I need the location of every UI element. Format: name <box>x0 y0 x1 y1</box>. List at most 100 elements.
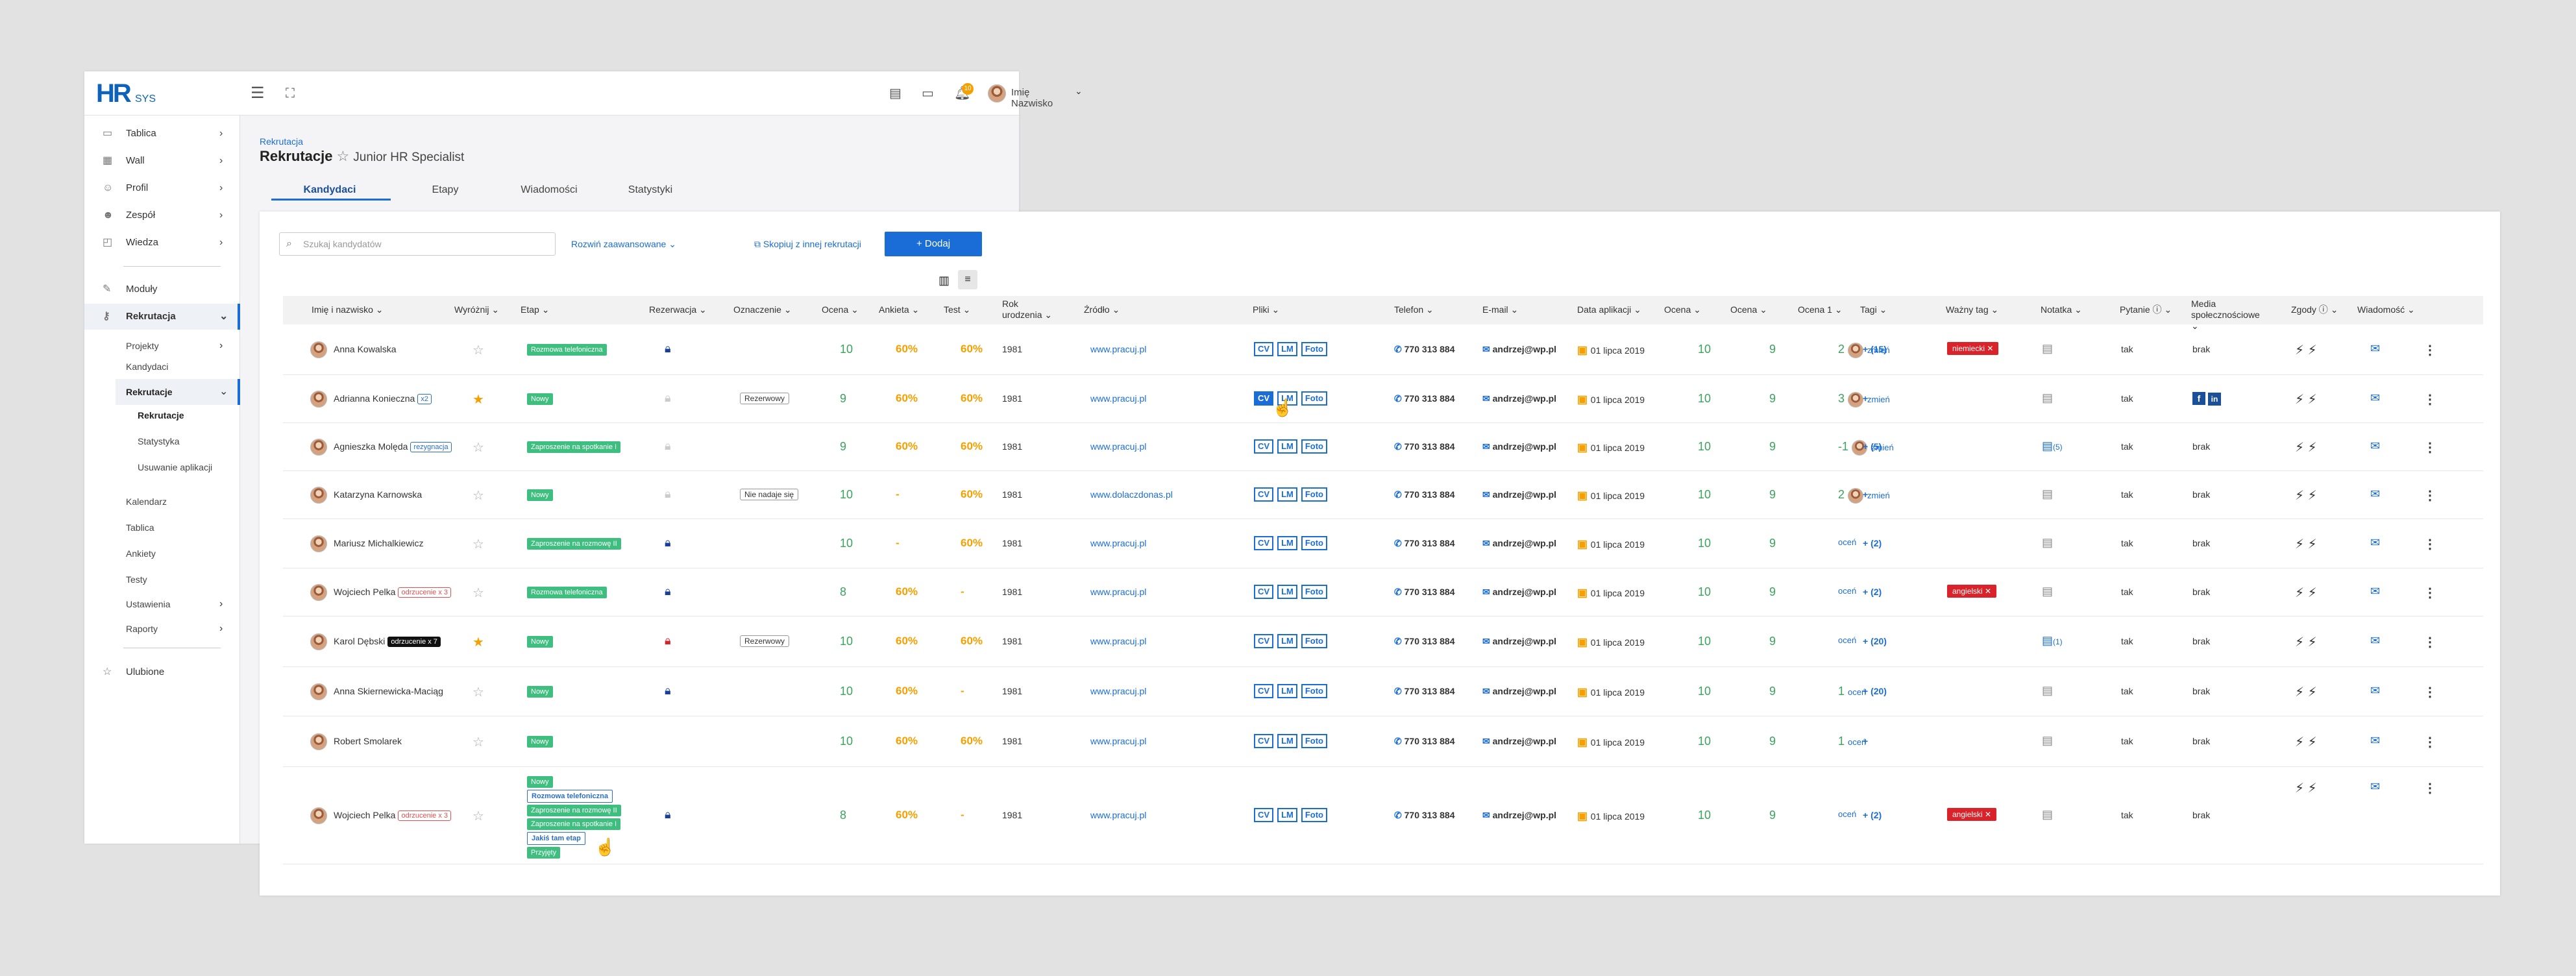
note-icon[interactable]: ▤ <box>2042 808 2054 821</box>
column-header[interactable]: Notatka ⌄ <box>2041 304 2082 315</box>
sidebar-sub-projekty[interactable]: Projekty <box>126 341 159 351</box>
rating-3[interactable]: oceń <box>1838 635 1856 645</box>
phone[interactable]: ✆ 770 313 884 <box>1394 393 1454 404</box>
etap-badge[interactable]: Nowy <box>527 736 553 748</box>
phone[interactable]: ✆ 770 313 884 <box>1394 441 1454 452</box>
source-link[interactable]: www.pracuj.pl <box>1090 587 1147 597</box>
message-icon[interactable]: ✉ <box>2370 536 2381 549</box>
note-icon[interactable]: ▤(5) <box>2042 439 2063 452</box>
source-link[interactable]: www.dolaczdonas.pl <box>1090 489 1173 500</box>
source-link[interactable]: www.pracuj.pl <box>1090 686 1147 696</box>
file-foto[interactable]: Foto <box>1301 684 1327 698</box>
sidebar-sub-rekrutacje-list[interactable]: Rekrutacje <box>138 410 184 421</box>
candidate-name[interactable]: Katarzyna Karnowska <box>334 489 422 500</box>
chevron-down-icon[interactable]: ⌄ <box>1075 86 1083 96</box>
column-header[interactable]: Pytanie ⓘ ⌄ <box>2120 304 2172 315</box>
source-link[interactable]: www.pracuj.pl <box>1090 441 1147 452</box>
search-input[interactable]: ⌕ Szukaj kandydatów <box>279 232 556 256</box>
email[interactable]: ✉ andrzej@wp.pl <box>1482 441 1556 452</box>
tags-add[interactable]: + (15) <box>1863 344 1887 354</box>
candidate-avatar[interactable] <box>310 683 327 700</box>
message-icon[interactable]: ✉ <box>2370 734 2381 747</box>
candidate-name[interactable]: Mariusz Michalkiewicz <box>334 538 423 548</box>
clipboard-icon[interactable]: ▤ <box>889 86 902 101</box>
column-header[interactable]: Tagi ⌄ <box>1860 304 1887 315</box>
consent-icon[interactable]: ⚡︎ <box>2295 489 2308 503</box>
consent-icon[interactable]: ⚡︎ <box>2307 586 2317 600</box>
message-icon[interactable]: ✉ <box>2370 684 2381 697</box>
etap-option[interactable]: Jakiś tam etap <box>527 832 585 845</box>
consent-icon[interactable]: ⚡︎ <box>2295 343 2308 358</box>
etap-badge[interactable]: Zaproszenie na rozmowę II <box>527 538 621 550</box>
star-icon[interactable]: ☆ <box>472 735 484 750</box>
source-link[interactable]: www.pracuj.pl <box>1090 736 1147 746</box>
phone[interactable]: ✆ 770 313 884 <box>1394 810 1454 821</box>
file-cv[interactable]: CV <box>1254 536 1274 550</box>
note-icon[interactable]: ▤ <box>2042 536 2054 549</box>
breadcrumb[interactable]: Rekrutacja <box>260 136 303 147</box>
consents[interactable]: ⚡︎ ⚡︎ <box>2295 536 2317 552</box>
name-text[interactable]: Anna Skiernewicka-Maciąg <box>334 686 443 696</box>
column-header[interactable]: Źródło ⌄ <box>1084 304 1120 315</box>
kebab-menu-icon[interactable]: ⋮ <box>2423 635 2436 650</box>
consents[interactable]: ⚡︎ ⚡︎ <box>2295 342 2317 358</box>
tags-add[interactable]: + <box>1863 489 1869 500</box>
tags-add[interactable]: + (5) <box>1863 441 1882 452</box>
lock-icon[interactable]: 🔒︎ <box>665 684 671 697</box>
etap-option[interactable]: Rozmowa telefoniczna <box>527 790 613 803</box>
important-tag[interactable]: angielski ✕ <box>1947 808 1997 821</box>
note-icon[interactable]: ▤ <box>2042 684 2054 697</box>
phone[interactable]: ✆ 770 313 884 <box>1394 636 1454 647</box>
lock-icon[interactable]: 🔒︎ <box>665 487 671 500</box>
column-header[interactable]: Ankieta ⌄ <box>879 304 920 315</box>
column-header[interactable]: Ważny tag ⌄ <box>1946 304 1999 315</box>
sidebar-sub-ustawienia[interactable]: Ustawienia <box>126 599 171 609</box>
sidebar-item-wiedza[interactable]: ◰ Wiedza › <box>84 230 240 256</box>
tags-add[interactable]: + (2) <box>1863 810 1882 820</box>
rating-3[interactable]: -1 zmień <box>1838 440 1894 456</box>
file-cv[interactable]: CV <box>1254 487 1274 502</box>
column-header[interactable]: Pliki ⌄ <box>1253 304 1280 315</box>
important-tag[interactable]: angielski ✕ <box>1947 585 1997 598</box>
tab-kandydaci[interactable]: Kandydaci <box>303 184 356 195</box>
copy-from-recruitment[interactable]: ⧉ Skopiuj z innej rekrutacji <box>754 239 861 250</box>
consent-icon[interactable]: ⚡︎ <box>2307 635 2317 650</box>
file-cv[interactable]: CV <box>1254 684 1274 698</box>
consent-icon[interactable]: ⚡︎ <box>2295 441 2308 455</box>
lock-icon[interactable]: 🔒︎ <box>665 439 671 452</box>
tab-statystyki[interactable]: Statystyki <box>628 184 673 195</box>
message-icon[interactable]: ✉ <box>2370 634 2381 647</box>
star-icon[interactable]: ☆ <box>472 441 484 455</box>
sidebar-sub-usuwanie[interactable]: Usuwanie aplikacji <box>138 462 213 472</box>
file-foto[interactable]: Foto <box>1301 585 1327 599</box>
consents[interactable]: ⚡︎ ⚡︎ <box>2295 585 2317 601</box>
etap-badge[interactable]: Zaproszenie na spotkanie I <box>527 441 621 453</box>
phone[interactable]: ✆ 770 313 884 <box>1394 736 1454 747</box>
message-icon[interactable]: ✉ <box>2370 487 2381 500</box>
note-icon[interactable]: ▤ <box>2042 734 2054 747</box>
etap-option[interactable]: Nowy <box>527 776 553 788</box>
star-icon[interactable]: ☆ <box>472 343 484 358</box>
column-header[interactable]: Telefon ⌄ <box>1394 304 1434 315</box>
consent-icon[interactable]: ⚡︎ <box>2307 489 2317 503</box>
phone[interactable]: ✆ 770 313 884 <box>1394 489 1454 500</box>
consent-icon[interactable]: ⚡︎ <box>2295 586 2308 600</box>
kebab-menu-icon[interactable]: ⋮ <box>2423 586 2436 600</box>
email[interactable]: ✉ andrzej@wp.pl <box>1482 538 1556 549</box>
logo[interactable]: HR SYS <box>96 80 156 106</box>
column-header[interactable]: Etap ⌄ <box>521 304 550 315</box>
consent-icon[interactable]: ⚡︎ <box>2307 441 2317 455</box>
consent-icon[interactable]: ⚡︎ <box>2295 537 2308 552</box>
consents[interactable]: ⚡︎ ⚡︎ <box>2295 634 2317 650</box>
star-icon[interactable]: ★ <box>472 635 484 650</box>
kebab-menu-icon[interactable]: ⋮ <box>2423 685 2436 700</box>
file-cv[interactable]: CV <box>1254 342 1274 356</box>
candidate-avatar[interactable] <box>310 341 327 358</box>
consent-icon[interactable]: ⚡︎ <box>2307 685 2317 700</box>
etap-dropdown[interactable]: Nowy Rozmowa telefoniczna Zaproszenie na r… <box>527 776 621 860</box>
message-icon[interactable]: ✉ <box>2370 780 2381 793</box>
consents[interactable]: ⚡︎ ⚡︎ <box>2295 780 2317 796</box>
star-icon[interactable]: ☆ <box>472 685 484 700</box>
sidebar-item-tablica[interactable]: ▭ Tablica › <box>84 121 240 147</box>
file-cv[interactable]: CV <box>1254 439 1274 454</box>
